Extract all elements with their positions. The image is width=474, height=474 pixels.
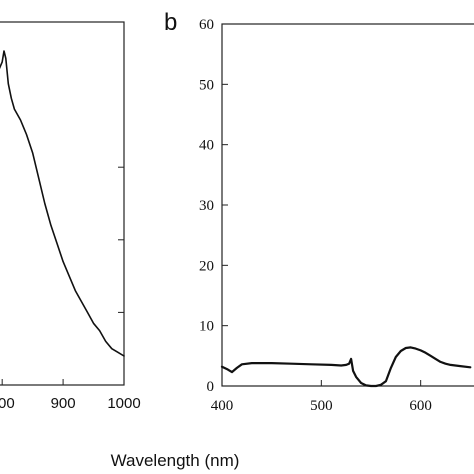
panel-b-label: b	[164, 9, 177, 36]
panel-a-x-tick-label: 1000	[107, 395, 140, 412]
panel-b-ticks: 0 10 20 30 40 50 60 400 500 600	[199, 17, 432, 414]
panel-a-series-line	[0, 50, 125, 357]
panel-b-x-tick-label: 500	[310, 398, 333, 414]
panel-a-ticks: 800 900 1000	[0, 166, 141, 412]
panel-b-x-tick-label: 400	[211, 398, 234, 414]
panel-a-x-tick-label: 900	[51, 395, 76, 412]
panel-a-x-tick-label: 800	[0, 395, 15, 412]
panel-b-y-tick-label: 20	[199, 258, 214, 274]
panel-a-x-axis-label: Wavelength (nm)	[111, 451, 240, 470]
panel-a-frame	[0, 21, 125, 386]
panel-a-axes	[0, 21, 125, 386]
panel-b-y-tick-label: 50	[199, 77, 214, 93]
panel-b-y-tick-label: 40	[199, 138, 214, 154]
panel-b-frame	[221, 23, 474, 387]
panel-b-x-tick-label: 600	[409, 398, 432, 414]
panel-b-y-tick-label: 0	[207, 379, 215, 395]
panel-b-y-tick-label: 30	[199, 198, 214, 214]
panel-b-y-tick-label: 10	[199, 319, 214, 335]
panel-a: 800 900 1000 Wavelength (nm)	[0, 21, 240, 470]
panel-b-y-tick-label: 60	[199, 17, 214, 33]
panel-b-series-line	[220, 346, 472, 388]
panel-b-axes	[221, 23, 474, 387]
panel-b: b 0 10 20 30 40 50 60 400 500 600	[164, 9, 474, 414]
